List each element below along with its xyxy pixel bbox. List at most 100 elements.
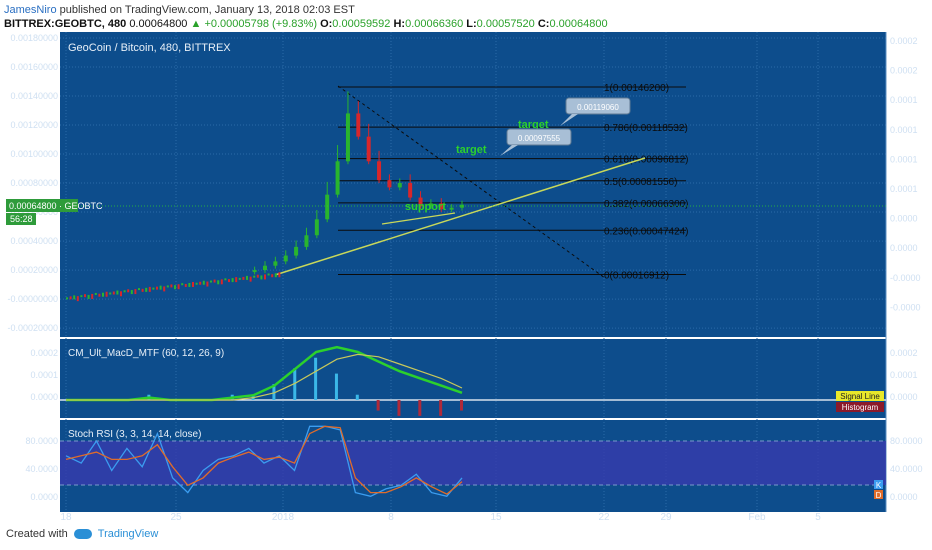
- x-tick-label: 5: [815, 512, 821, 523]
- macd-histogram-bar: [314, 357, 318, 400]
- candle: [177, 284, 180, 290]
- candle: [156, 286, 158, 290]
- candle: [127, 289, 130, 293]
- candle: [449, 207, 454, 210]
- stoch-tick-label: 0.0000: [890, 492, 918, 502]
- stoch-tick-label: 40.0000: [25, 464, 58, 474]
- candle: [210, 280, 212, 283]
- candle: [264, 274, 266, 280]
- candle: [231, 278, 234, 283]
- svg-text:0.00119060: 0.00119060: [577, 103, 619, 112]
- high-value: 0.00066360: [405, 18, 464, 30]
- svg-text:D: D: [876, 491, 882, 500]
- tradingview-logo-icon: [73, 529, 92, 539]
- macd-tick-label: 0.0000: [30, 392, 58, 402]
- y-tick-label: 0.00160000: [10, 62, 58, 72]
- candle: [408, 183, 413, 198]
- macd-tick-label: 0.0001: [890, 370, 918, 380]
- price-panel: [60, 32, 886, 337]
- right-tick-label: 0.0000: [890, 214, 918, 224]
- stoch-tick-label: 40.0000: [890, 464, 923, 474]
- candle: [181, 283, 184, 286]
- stoch-title: Stoch RSI (3, 3, 14, 14, close): [68, 429, 201, 440]
- candle: [184, 283, 187, 287]
- open-value: 0.00059592: [332, 18, 391, 30]
- candle: [278, 272, 281, 278]
- candle: [145, 287, 148, 292]
- y-tick-label: 0.00100000: [10, 149, 58, 159]
- y-tick-label: 0.00140000: [10, 91, 58, 101]
- candle: [252, 270, 257, 273]
- macd-title: CM_Ult_MacD_MTF (60, 12, 26, 9): [68, 348, 224, 359]
- macd-histogram-bar: [376, 400, 380, 411]
- candle: [87, 294, 90, 299]
- candle: [387, 180, 392, 188]
- right-tick-label: 0.0001: [890, 125, 918, 135]
- candle: [130, 290, 133, 295]
- price-callout-1[interactable]: 0.00119060: [560, 97, 631, 126]
- candle: [428, 203, 433, 207]
- retracement-diagonal: [337, 85, 606, 279]
- right-tick-label: 0.0001: [890, 154, 918, 164]
- publish-line: JamesNiro published on TradingView.com, …: [4, 4, 355, 16]
- candle: [325, 194, 330, 220]
- macd-tick-label: 0.0000: [890, 392, 918, 402]
- macd-tick-label: 0.0002: [30, 348, 58, 358]
- candle: [294, 246, 299, 256]
- trendline[interactable]: [274, 157, 646, 276]
- candle: [260, 275, 263, 280]
- x-tick-label: Feb: [748, 512, 766, 523]
- stoch-tick-label: 80.0000: [25, 436, 58, 446]
- ohlc-line: BITTREX:GEOBTC, 480 0.00064800 ▲ +0.0000…: [4, 18, 608, 30]
- support-label: support: [405, 201, 446, 213]
- candle: [134, 289, 137, 295]
- y-tick-label: 0.00060000: [10, 207, 58, 217]
- candle: [220, 279, 223, 285]
- fib-level-label: 0.786(0.00118532): [604, 123, 688, 134]
- y-tick-label: -0.00000000: [7, 294, 58, 304]
- y-tick-label: 0.00180000: [10, 33, 58, 43]
- footer: Created with TradingView: [6, 528, 158, 540]
- support-line[interactable]: [381, 212, 456, 225]
- fib-level-label: 1(0.00146200): [604, 83, 669, 94]
- symbol-label: BITTREX:GEOBTC, 480: [4, 18, 127, 30]
- y-tick-label: 0.00120000: [10, 120, 58, 130]
- published-text: published on TradingView.com, January 13…: [59, 4, 355, 16]
- x-tick-label: 29: [660, 512, 672, 523]
- price-tag: [6, 199, 78, 212]
- candle: [109, 292, 112, 295]
- candle: [94, 292, 97, 295]
- change-value: ▲ +0.00005798 (+9.83%): [190, 18, 318, 30]
- fib-level-label: 0.382(0.00066300): [604, 199, 689, 210]
- right-tick-label: 0.0001: [890, 95, 918, 105]
- candle: [273, 261, 278, 266]
- fib-level-label: 0.5(0.00081556): [604, 177, 677, 188]
- candle: [377, 161, 382, 181]
- candle: [253, 275, 256, 278]
- candle: [102, 292, 104, 297]
- tradingview-link[interactable]: TradingView: [97, 528, 159, 540]
- candle: [112, 291, 115, 295]
- right-tick-label: 0.0002: [890, 36, 918, 46]
- y-tick-label: 0.00080000: [10, 178, 58, 188]
- candle: [148, 286, 151, 292]
- x-tick-label: 15: [490, 512, 502, 523]
- signal-legend: [836, 391, 884, 401]
- k-legend: [874, 480, 883, 489]
- candle: [242, 276, 245, 280]
- price-callout-2[interactable]: 0.00097555: [500, 128, 572, 156]
- candle: [170, 284, 173, 288]
- candle: [91, 293, 94, 299]
- y-tick-label: 0.00040000: [10, 236, 58, 246]
- candle: [123, 290, 126, 293]
- macd-histogram-bar: [355, 394, 359, 400]
- candle: [397, 183, 402, 188]
- author-link[interactable]: JamesNiro: [4, 4, 57, 16]
- macd-tick-label: 0.0001: [30, 370, 58, 380]
- svg-text:Histogram: Histogram: [842, 403, 879, 412]
- fib-level-label: 0.618(0.00096812): [604, 155, 689, 166]
- candle: [304, 235, 309, 247]
- candle: [166, 285, 169, 288]
- candle: [271, 274, 274, 278]
- tradingview-chart[interactable]: 0.00180000 0.00160000 0.00140000 0.00120000…: [0, 0, 932, 524]
